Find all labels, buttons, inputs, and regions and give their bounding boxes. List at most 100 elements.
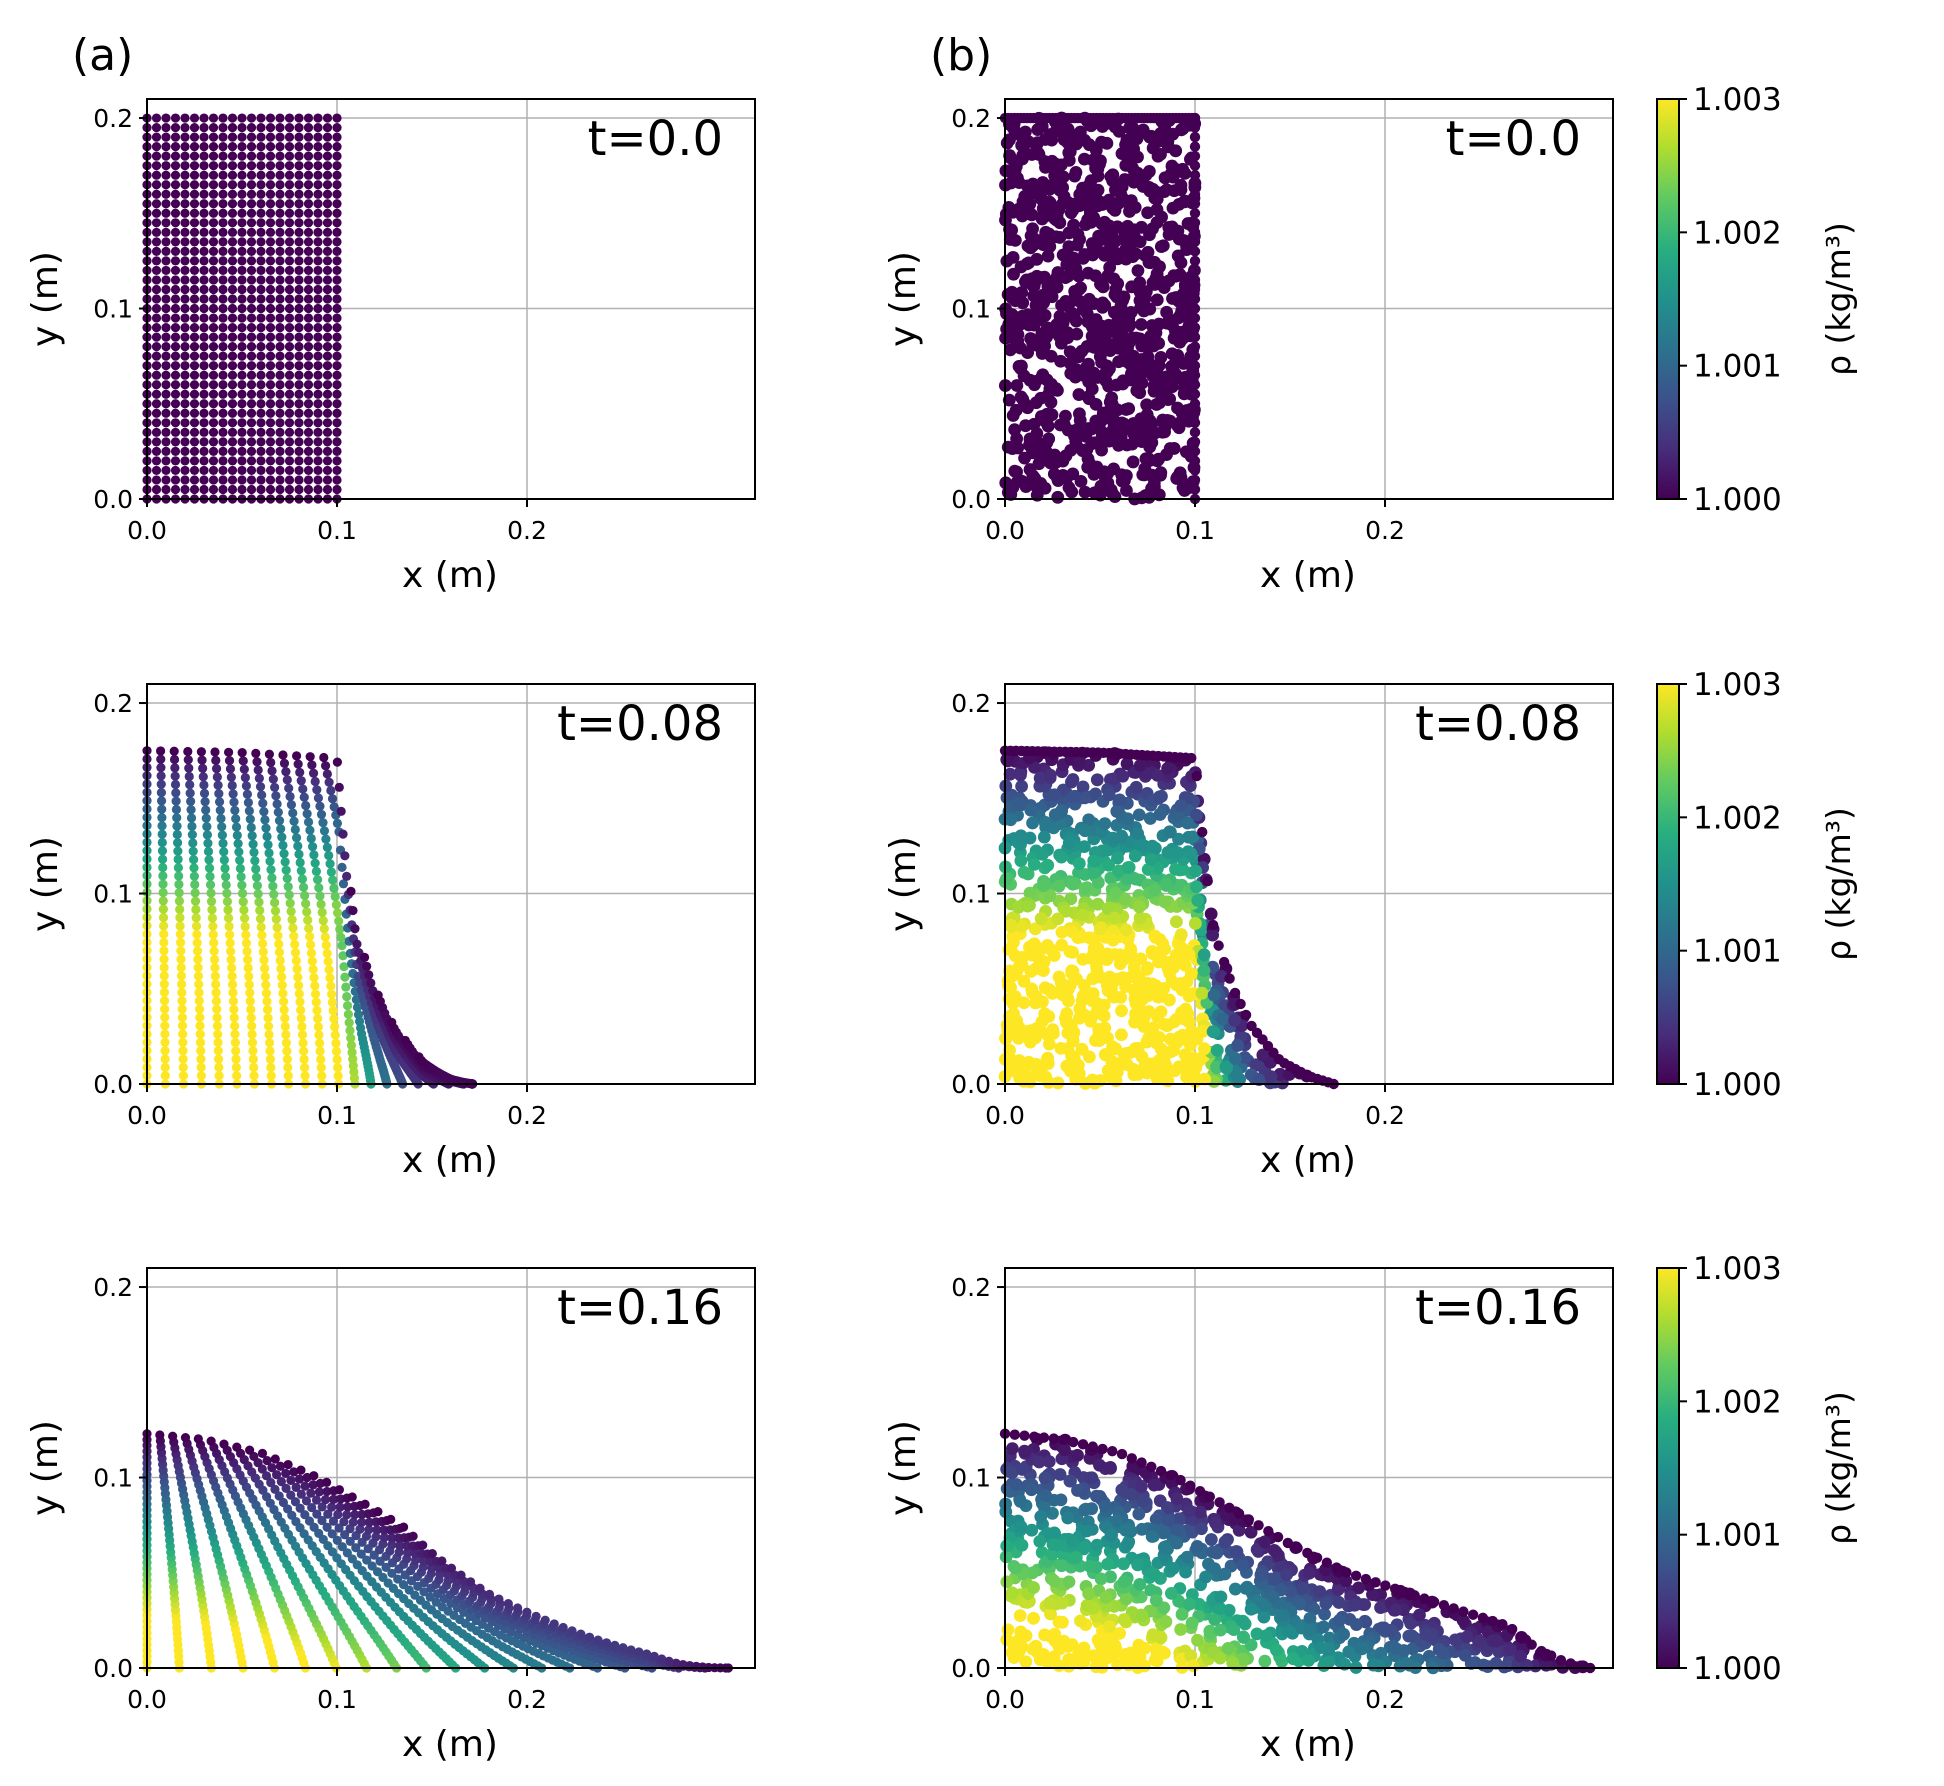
particle: [189, 475, 200, 485]
particle: [339, 962, 349, 972]
particle: [208, 189, 219, 199]
particle: [359, 952, 370, 963]
particle: [199, 161, 209, 171]
particle: [161, 227, 171, 237]
particle: [237, 370, 247, 380]
particle: [185, 780, 195, 790]
particle: [237, 747, 247, 758]
particle: [294, 237, 304, 247]
particle: [348, 1054, 358, 1064]
particle: [170, 484, 181, 495]
particle: [256, 399, 266, 409]
particle: [275, 218, 285, 228]
particle: [347, 1554, 357, 1564]
particle: [170, 427, 181, 437]
particle: [1089, 313, 1103, 326]
particle: [346, 1040, 357, 1050]
particle: [274, 815, 285, 826]
particle: [307, 956, 317, 966]
particle: [1210, 1060, 1223, 1074]
particle: [256, 161, 266, 171]
particle: [161, 389, 171, 399]
particle: [336, 932, 346, 942]
particle: [1190, 1032, 1204, 1046]
particle: [286, 1490, 296, 1500]
particle: [294, 370, 304, 380]
particle: [278, 988, 288, 999]
particle: [170, 132, 181, 142]
particle: [180, 389, 190, 399]
particle: [1041, 1053, 1055, 1066]
particle: [282, 1046, 292, 1056]
y-tick-label: 0.2: [951, 104, 991, 133]
particle: [260, 963, 270, 973]
particle: [494, 1594, 504, 1604]
particle: [294, 465, 304, 476]
particle: [1075, 1042, 1089, 1056]
particle: [284, 484, 295, 495]
particle: [1113, 957, 1127, 971]
particle: [159, 937, 169, 948]
y-tick-label: 0.2: [93, 1273, 133, 1302]
time-label: t=0.08: [557, 696, 723, 752]
particle: [169, 754, 180, 765]
particle: [1256, 1048, 1270, 1062]
particle: [282, 775, 292, 785]
particle: [1180, 1033, 1194, 1047]
particle: [332, 380, 342, 390]
particle: [275, 322, 285, 333]
particle: [279, 849, 289, 859]
particle: [168, 1431, 178, 1441]
particle: [347, 1492, 357, 1502]
particle: [299, 1046, 309, 1056]
particles: [999, 1428, 1596, 1675]
particle: [294, 437, 304, 447]
particle: [246, 199, 257, 209]
particle: [151, 284, 162, 295]
colorbar-tick-label: 1.001: [1693, 934, 1782, 970]
particle: [283, 1062, 293, 1073]
particle: [1068, 426, 1081, 440]
particle: [1189, 864, 1203, 878]
particle: [180, 303, 190, 314]
particle: [1088, 486, 1101, 500]
particle: [322, 380, 333, 390]
particle: [329, 883, 339, 893]
particle: [208, 380, 219, 390]
particle: [387, 1533, 397, 1543]
particle: [1106, 831, 1120, 845]
particle: [1204, 907, 1218, 921]
particle: [256, 303, 266, 314]
particle: [280, 1013, 290, 1023]
particle: [313, 313, 323, 323]
particle: [242, 946, 252, 957]
particle: [218, 303, 228, 314]
particle: [1091, 876, 1105, 889]
particle: [237, 265, 247, 276]
axes-frame: [146, 1267, 756, 1669]
particle: [1189, 379, 1201, 390]
particle: [170, 208, 181, 218]
particle: [253, 889, 263, 899]
particle: [1126, 455, 1140, 469]
particle: [1008, 423, 1022, 437]
particle: [261, 980, 271, 990]
particle: [313, 465, 323, 476]
particle: [284, 342, 295, 352]
particle: [159, 987, 170, 998]
particle: [301, 800, 311, 811]
particle: [1049, 808, 1063, 821]
particle: [199, 151, 209, 161]
particle: [218, 389, 228, 399]
particle: [170, 771, 180, 781]
particle: [190, 888, 200, 898]
particle: [1003, 964, 1016, 978]
particle: [218, 370, 228, 380]
particle: [265, 399, 276, 409]
particle: [189, 370, 200, 380]
particle: [284, 446, 295, 456]
particle: [266, 1071, 276, 1081]
particle: [218, 332, 228, 342]
particle: [265, 180, 276, 190]
particle: [1095, 443, 1108, 457]
